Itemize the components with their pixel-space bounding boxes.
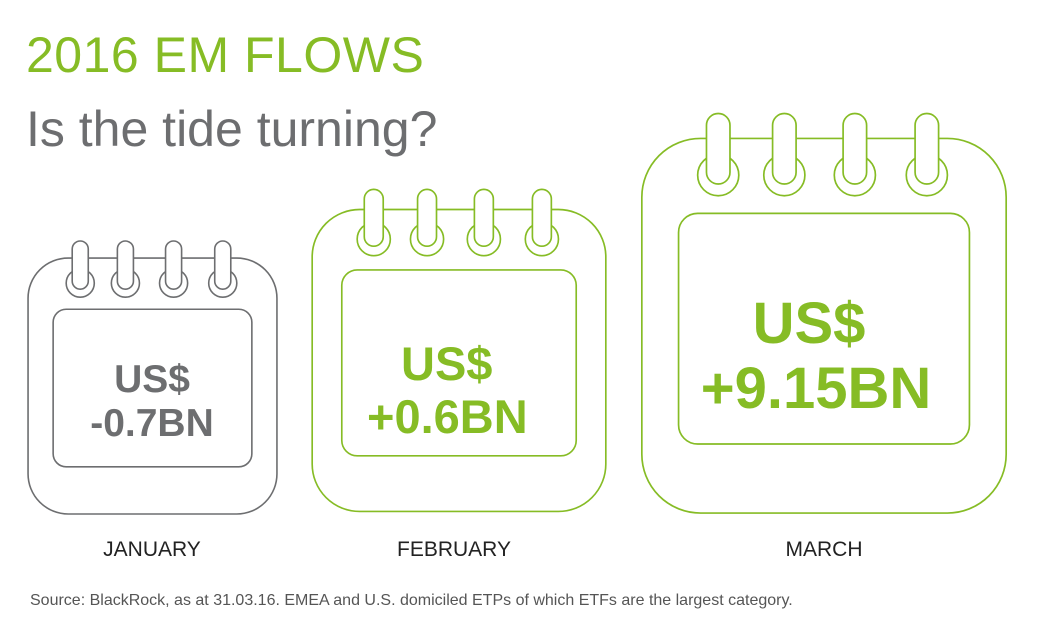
calendar-icon [27, 240, 278, 515]
amount-january: US$ -0.7BN [53, 358, 251, 445]
ring-loop [771, 112, 797, 185]
month-label-february: FEBRUARY [397, 538, 511, 561]
currency-label: US$ [401, 337, 493, 390]
ring-loop [842, 112, 868, 185]
source-note: Source: BlackRock, as at 31.03.16. EMEA … [30, 592, 793, 609]
subtitle: Is the tide turning? [26, 101, 438, 157]
calendar-icon [311, 188, 607, 513]
ring-loop [213, 240, 232, 290]
calendar-panel [677, 212, 971, 445]
month-label-march: MARCH [785, 538, 863, 561]
calendar-panel [340, 269, 578, 457]
calendar-icon [640, 112, 1008, 514]
flow-value: +0.6BN [367, 389, 528, 443]
calendar-march: US$ +9.15BN [640, 112, 1008, 516]
currency-label: US$ [752, 291, 866, 356]
ring-loop [473, 188, 495, 248]
flow-value: +9.15BN [700, 355, 932, 421]
currency-label: US$ [114, 358, 190, 401]
ring-loop [363, 188, 385, 248]
calendar-february: US$ +0.6BN [311, 188, 607, 514]
ring-loop [705, 112, 731, 185]
flow-value: -0.7BN [90, 401, 214, 445]
calendar-january: US$ -0.7BN [27, 240, 278, 516]
ring-loop [416, 188, 438, 248]
ring-loop [71, 240, 90, 290]
amount-march: US$ +9.15BN [678, 291, 970, 422]
ring-loop [164, 240, 183, 290]
ring-loop [531, 188, 553, 248]
title: 2016 EM FLOWS [26, 27, 425, 83]
ring-loop [914, 112, 940, 185]
amount-february: US$ +0.6BN [339, 337, 577, 443]
calendar-panel [52, 308, 253, 468]
ring-loop [116, 240, 135, 290]
month-label-january: JANUARY [103, 538, 201, 561]
